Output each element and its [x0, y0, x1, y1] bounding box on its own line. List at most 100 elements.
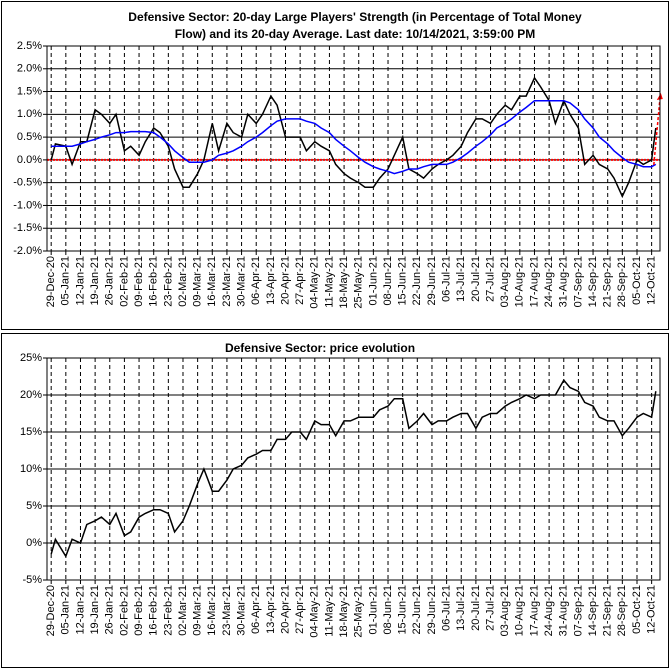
x-tick-label: 11-May-21	[323, 256, 335, 308]
data-line	[50, 378, 657, 559]
x-tick-label: 22-Jun-21	[411, 256, 423, 306]
x-tick-label: 06-Jul-21	[441, 585, 453, 631]
x-tick-label: 10-Aug-21	[514, 256, 526, 307]
x-tick-label: 31-Aug-21	[558, 585, 570, 636]
x-tick-label: 03-Aug-21	[499, 585, 511, 636]
y-tick-label: -2.0%	[13, 245, 42, 257]
x-tick-label: 13-Apr-21	[265, 585, 277, 634]
y-tick-label: 0%	[26, 537, 42, 549]
x-tick-label: 27-Apr-21	[294, 256, 306, 305]
x-tick-label: 15-Jun-21	[397, 256, 409, 306]
x-tick-label: 15-Jun-21	[397, 585, 409, 635]
x-tick-label: 12-Oct-21	[646, 256, 658, 305]
x-tick-label: 13-Apr-21	[265, 256, 277, 305]
y-tick-label: 2.0%	[17, 63, 42, 75]
x-tick-label: 27-Jul-21	[484, 256, 496, 302]
x-tick-label: 02-Mar-21	[177, 256, 189, 307]
x-tick-label: 08-Jun-21	[382, 585, 394, 635]
x-tick-label: 09-Mar-21	[192, 585, 204, 636]
x-tick-label: 27-Apr-21	[294, 585, 306, 634]
x-tick-label: 07-Sep-21	[572, 256, 584, 307]
x-tick-label: 03-Aug-21	[499, 256, 511, 307]
x-tick-label: 29-Jun-21	[426, 256, 438, 306]
y-tick-label: 1.5%	[17, 85, 42, 97]
x-tick-label: 13-Jul-21	[455, 256, 467, 302]
x-tick-label: 02-Mar-21	[177, 585, 189, 636]
x-tick-label: 16-Mar-21	[206, 585, 218, 636]
x-tick-label: 21-Sep-21	[602, 256, 614, 307]
x-tick-label: 05-Jan-21	[60, 585, 72, 635]
x-tick-label: 14-Sep-21	[587, 256, 599, 307]
x-tick-label: 16-Mar-21	[206, 256, 218, 307]
x-tick-label: 23-Mar-21	[221, 256, 233, 307]
x-tick-label: 02-Feb-21	[118, 585, 130, 636]
x-tick-label: 20-Apr-21	[279, 585, 291, 634]
plot-border	[46, 357, 661, 581]
y-tick-label: 5%	[26, 500, 42, 512]
x-tick-label: 17-Aug-21	[528, 256, 540, 307]
x-tick-label: 20-Jul-21	[470, 585, 482, 631]
x-tick-label: 20-Jul-21	[470, 256, 482, 302]
y-tick-label: 0.5%	[17, 131, 42, 143]
x-tick-label: 05-Jan-21	[60, 256, 72, 306]
chart-title: Flow) and its 20-day Average. Last date:…	[175, 27, 536, 41]
plot-border	[46, 45, 661, 252]
x-tick-label: 23-Mar-21	[221, 585, 233, 636]
x-tick-label: 18-May-21	[338, 256, 350, 309]
x-tick-label: 28-Sep-21	[616, 256, 628, 307]
x-tick-label: 13-Jul-21	[455, 585, 467, 631]
y-tick-label: 2.5%	[17, 40, 42, 52]
y-tick-label: -0.5%	[13, 177, 42, 189]
x-tick-label: 05-Oct-21	[631, 256, 643, 305]
y-tick-label: 20%	[20, 389, 42, 401]
x-tick-label: 30-Mar-21	[235, 585, 247, 636]
x-tick-label: 28-Sep-21	[616, 585, 628, 636]
x-tick-label: 16-Feb-21	[148, 256, 160, 307]
x-tick-label: 17-Aug-21	[528, 585, 540, 636]
x-tick-label: 19-Jan-21	[89, 256, 101, 306]
x-tick-label: 12-Jan-21	[74, 256, 86, 306]
data-line	[50, 76, 657, 199]
title-background	[221, 340, 419, 357]
x-tick-label: 30-Mar-21	[235, 256, 247, 307]
x-tick-label: 09-Mar-21	[192, 256, 204, 307]
x-tick-label: 07-Sep-21	[572, 585, 584, 636]
x-tick-label: 24-Aug-21	[543, 256, 555, 307]
x-tick-label: 23-Feb-21	[162, 256, 174, 307]
x-tick-label: 09-Feb-21	[133, 585, 145, 636]
x-tick-label: 31-Aug-21	[558, 256, 570, 307]
x-tick-label: 01-Jun-21	[367, 256, 379, 306]
y-tick-label: 0.0%	[17, 154, 42, 166]
x-tick-label: 09-Feb-21	[133, 256, 145, 307]
y-tick-label: -1.0%	[13, 199, 42, 211]
x-tick-label: 04-May-21	[309, 585, 321, 638]
y-tick-label: 25%	[20, 352, 42, 364]
x-tick-label: 26-Jan-21	[104, 585, 116, 635]
chart-title: Defensive Sector: 20-day Large Players' …	[128, 10, 582, 24]
x-tick-label: 19-Jan-21	[89, 585, 101, 635]
y-tick-label: 15%	[20, 426, 42, 438]
x-tick-label: 23-Feb-21	[162, 585, 174, 636]
x-tick-label: 06-Apr-21	[250, 585, 262, 634]
x-tick-label: 05-Oct-21	[631, 585, 643, 634]
y-tick-label: -5%	[22, 574, 42, 586]
x-tick-label: 27-Jul-21	[484, 585, 496, 631]
x-tick-label: 01-Jun-21	[367, 585, 379, 635]
x-tick-label: 10-Aug-21	[514, 585, 526, 636]
plot-area	[47, 46, 660, 251]
chart-title: Defensive Sector: price evolution	[225, 341, 415, 355]
x-tick-label: 14-Sep-21	[587, 585, 599, 636]
y-tick-label: 10%	[20, 463, 42, 475]
x-tick-label: 06-Apr-21	[250, 256, 262, 305]
arrow	[653, 99, 661, 165]
x-tick-label: 18-May-21	[338, 585, 350, 638]
x-tick-label: 22-Jun-21	[411, 585, 423, 635]
x-tick-label: 24-Aug-21	[543, 585, 555, 636]
x-tick-label: 02-Feb-21	[118, 256, 130, 307]
x-tick-label: 06-Jul-21	[441, 256, 453, 302]
x-tick-label: 11-May-21	[323, 585, 335, 637]
x-tick-label: 12-Oct-21	[646, 585, 658, 634]
x-tick-label: 25-May-21	[353, 256, 365, 309]
